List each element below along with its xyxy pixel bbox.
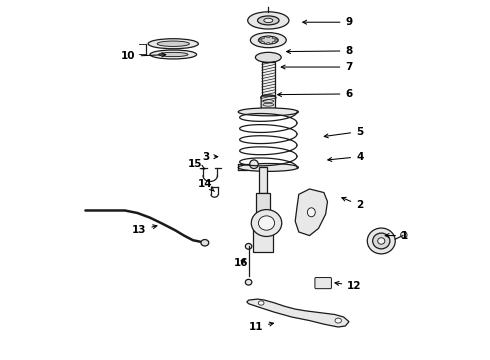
Ellipse shape xyxy=(368,228,395,254)
Ellipse shape xyxy=(274,39,278,41)
Text: 7: 7 xyxy=(281,62,353,72)
Text: 16: 16 xyxy=(234,258,248,268)
Circle shape xyxy=(401,231,407,238)
Ellipse shape xyxy=(258,216,274,230)
Text: 8: 8 xyxy=(287,46,353,56)
FancyBboxPatch shape xyxy=(253,216,273,252)
Ellipse shape xyxy=(272,37,276,39)
FancyBboxPatch shape xyxy=(259,167,267,193)
Ellipse shape xyxy=(238,163,298,171)
Ellipse shape xyxy=(267,42,270,44)
Ellipse shape xyxy=(159,52,188,57)
Ellipse shape xyxy=(267,36,270,38)
Ellipse shape xyxy=(307,208,315,217)
Ellipse shape xyxy=(259,39,262,41)
Ellipse shape xyxy=(373,233,390,249)
Ellipse shape xyxy=(272,41,276,43)
Ellipse shape xyxy=(261,41,265,43)
Ellipse shape xyxy=(258,16,279,25)
FancyBboxPatch shape xyxy=(261,96,275,112)
Text: 12: 12 xyxy=(335,281,362,291)
Ellipse shape xyxy=(250,33,286,48)
FancyBboxPatch shape xyxy=(315,278,331,289)
Ellipse shape xyxy=(261,37,265,39)
Text: 1: 1 xyxy=(385,231,408,240)
Text: 5: 5 xyxy=(324,127,364,138)
Text: 3: 3 xyxy=(202,152,218,162)
Ellipse shape xyxy=(335,318,342,323)
Ellipse shape xyxy=(258,36,278,44)
Polygon shape xyxy=(247,299,349,327)
Ellipse shape xyxy=(245,279,252,285)
FancyBboxPatch shape xyxy=(256,193,270,223)
Text: 13: 13 xyxy=(132,225,157,235)
Text: 9: 9 xyxy=(303,17,353,27)
Ellipse shape xyxy=(258,301,264,305)
Ellipse shape xyxy=(378,238,385,244)
Text: 11: 11 xyxy=(248,322,273,332)
Text: 2: 2 xyxy=(342,197,364,210)
Ellipse shape xyxy=(247,12,289,29)
Ellipse shape xyxy=(157,41,190,46)
Ellipse shape xyxy=(201,239,209,246)
Text: 4: 4 xyxy=(328,152,364,162)
Ellipse shape xyxy=(238,108,298,116)
Ellipse shape xyxy=(245,243,252,249)
Ellipse shape xyxy=(150,50,196,59)
Circle shape xyxy=(250,160,258,168)
Ellipse shape xyxy=(261,95,276,100)
Text: 6: 6 xyxy=(278,89,353,99)
Ellipse shape xyxy=(264,18,273,23)
Text: 14: 14 xyxy=(198,179,215,192)
Text: 10: 10 xyxy=(121,51,166,61)
Ellipse shape xyxy=(255,52,281,62)
Ellipse shape xyxy=(251,210,282,237)
FancyBboxPatch shape xyxy=(262,62,275,101)
Ellipse shape xyxy=(148,39,198,49)
Text: 15: 15 xyxy=(188,159,205,169)
Polygon shape xyxy=(295,189,327,235)
